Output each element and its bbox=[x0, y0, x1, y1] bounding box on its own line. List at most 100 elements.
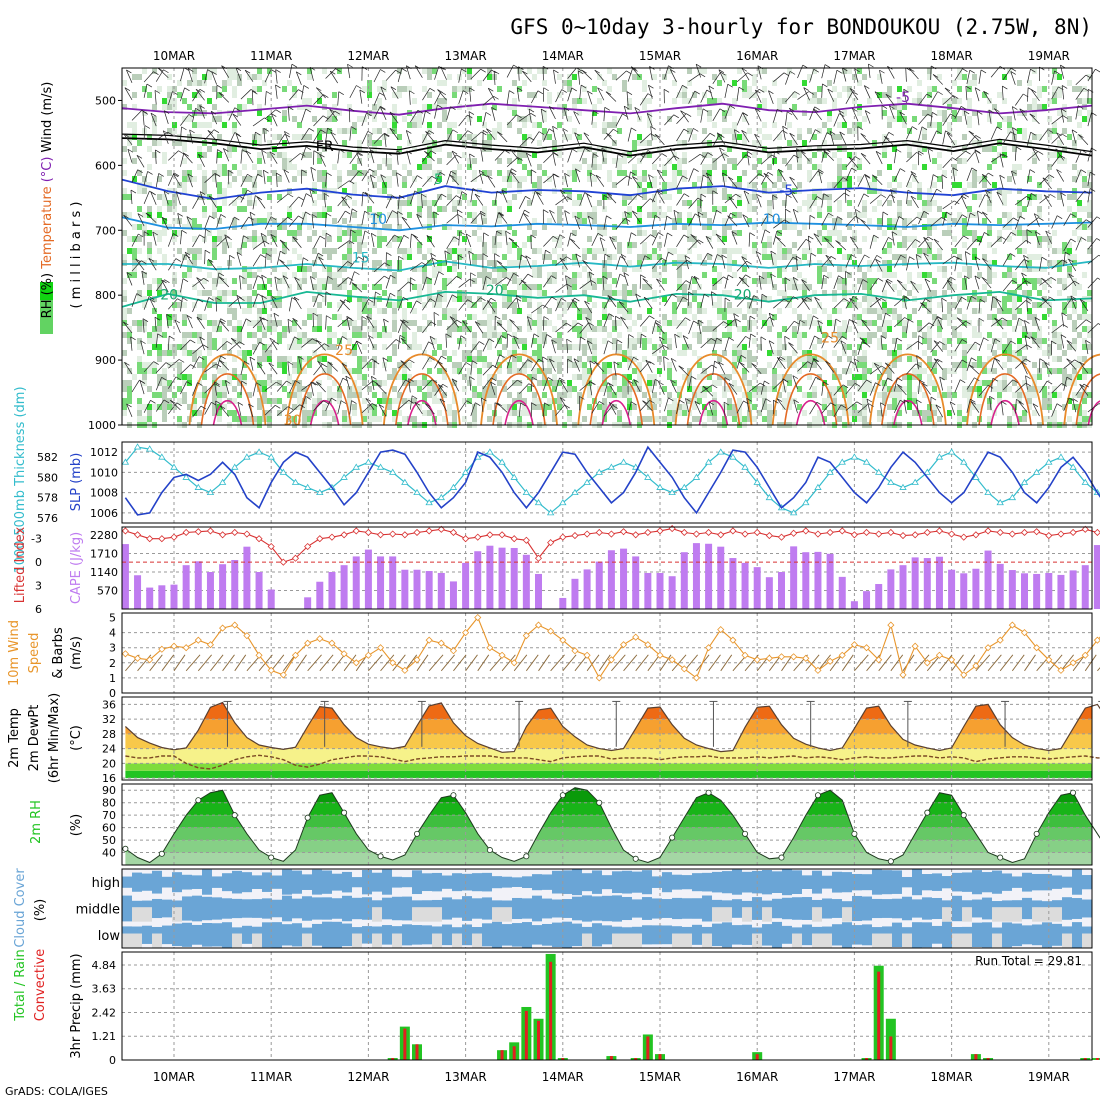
rh-cell bbox=[972, 80, 977, 86]
rh-cell bbox=[882, 92, 887, 98]
rh-cell bbox=[457, 362, 462, 368]
rh-cell bbox=[977, 296, 982, 302]
rh-cell bbox=[1087, 206, 1092, 212]
rh-cell bbox=[822, 350, 827, 356]
rh-cell bbox=[802, 296, 807, 302]
rh-cell bbox=[902, 104, 907, 110]
wind-barb bbox=[211, 71, 218, 85]
wind-barb bbox=[252, 117, 265, 127]
rh-cell bbox=[792, 398, 797, 404]
rh-cell bbox=[402, 254, 407, 260]
wind-barb bbox=[180, 297, 183, 312]
rh-cell bbox=[842, 254, 847, 260]
rh-cell bbox=[447, 332, 452, 338]
rh-cell bbox=[877, 92, 882, 98]
wind-barb bbox=[214, 173, 218, 188]
rh-cell bbox=[142, 272, 147, 278]
rh-cell bbox=[157, 326, 162, 332]
wind-barb-flag bbox=[234, 216, 240, 221]
rh-cell bbox=[232, 314, 237, 320]
rh-cell bbox=[877, 170, 882, 176]
rh-cell bbox=[942, 98, 947, 104]
rh-cell bbox=[447, 266, 452, 272]
wind-barb bbox=[204, 129, 215, 141]
rh-cell bbox=[327, 398, 332, 404]
rh-cell bbox=[602, 128, 607, 134]
rh-cell bbox=[902, 320, 907, 326]
rh-cell bbox=[622, 290, 627, 296]
rh-cell bbox=[812, 344, 817, 350]
rh-cell bbox=[1007, 386, 1012, 392]
rh-cell bbox=[717, 272, 722, 278]
rh-cell bbox=[902, 254, 907, 260]
rh-cell bbox=[227, 290, 232, 296]
rh-cell bbox=[762, 386, 767, 392]
wind-barb-flag bbox=[210, 110, 217, 115]
rh-cell bbox=[137, 140, 142, 146]
wind-barb-flag bbox=[390, 86, 397, 91]
rh-cell bbox=[677, 278, 682, 284]
rh-cell bbox=[232, 176, 237, 182]
rh-cell bbox=[187, 218, 192, 224]
rh-cell bbox=[602, 302, 607, 308]
rh-cell bbox=[137, 290, 142, 296]
rh-cell bbox=[622, 296, 627, 302]
rh-cell bbox=[267, 350, 272, 356]
wind-barb-flag bbox=[351, 400, 357, 404]
rh-cell bbox=[587, 368, 592, 374]
rh-cell bbox=[192, 68, 197, 74]
rh-cell bbox=[552, 326, 557, 332]
wind-barb-flag bbox=[123, 214, 129, 219]
rh-cell bbox=[692, 236, 697, 242]
rh-cell bbox=[302, 368, 307, 374]
rh-cell bbox=[807, 98, 812, 104]
wind-barb bbox=[149, 299, 157, 313]
wind-barb-flag bbox=[218, 272, 225, 277]
wind-barb-flag bbox=[257, 362, 263, 366]
rh-cell bbox=[502, 290, 507, 296]
rh-cell bbox=[1022, 230, 1027, 236]
rh-cell bbox=[762, 314, 767, 320]
wind-barb-flag bbox=[224, 234, 230, 239]
wind-barb bbox=[311, 214, 314, 229]
rh-cell bbox=[1012, 290, 1017, 296]
wind-barb bbox=[369, 174, 375, 189]
wind-barb-flag bbox=[349, 107, 355, 112]
wind-barb-flag bbox=[397, 211, 403, 215]
rh-cell bbox=[282, 356, 287, 362]
rh-cell bbox=[637, 230, 642, 236]
rh-cell bbox=[767, 254, 772, 260]
rh-cell bbox=[907, 146, 912, 152]
wind-barb-flag bbox=[219, 405, 226, 409]
rh-cell bbox=[517, 116, 522, 122]
wind-barb bbox=[192, 382, 198, 396]
rh-cell bbox=[197, 254, 202, 260]
rh-cell bbox=[902, 284, 907, 290]
rh-cell bbox=[182, 224, 187, 230]
wind-barb bbox=[337, 240, 350, 250]
rh-cell bbox=[217, 416, 222, 422]
rh-cell bbox=[497, 212, 502, 218]
wind-barb bbox=[397, 297, 404, 311]
rh-cell bbox=[627, 398, 632, 404]
isotherm-25-loop bbox=[480, 353, 558, 426]
rh-cell bbox=[207, 74, 212, 80]
rh-cell bbox=[212, 296, 217, 302]
rh-cell bbox=[1017, 206, 1022, 212]
wind-barb bbox=[252, 317, 264, 329]
rh-cell bbox=[587, 164, 592, 170]
rh-cell bbox=[607, 146, 612, 152]
rh-cell bbox=[677, 404, 682, 410]
rh-cell bbox=[672, 380, 677, 386]
rh-cell bbox=[857, 110, 862, 116]
wind-barb bbox=[380, 106, 387, 121]
rh-cell bbox=[497, 206, 502, 212]
rh-cell bbox=[832, 350, 837, 356]
rh-cell bbox=[687, 230, 692, 236]
rh-cell bbox=[1032, 158, 1037, 164]
rh-cell bbox=[452, 326, 457, 332]
rh-cell bbox=[532, 182, 537, 188]
rh-cell bbox=[152, 152, 157, 158]
rh-cell bbox=[397, 68, 402, 74]
wind-barb bbox=[237, 402, 242, 417]
